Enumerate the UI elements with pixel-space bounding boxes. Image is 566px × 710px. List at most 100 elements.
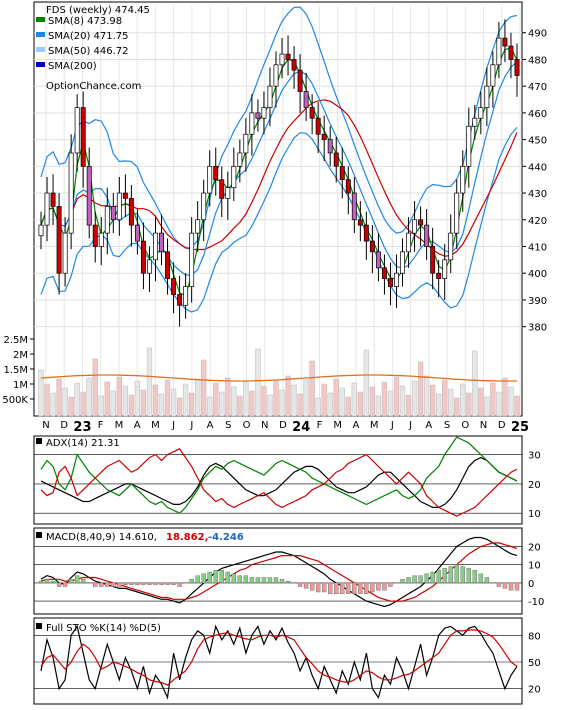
candle-body: [213, 165, 219, 181]
volume-bar: [243, 381, 249, 417]
macd-histogram-bar: [388, 582, 393, 587]
volume-tick-label: 2.5M: [3, 335, 28, 346]
legend-label: SMA(200): [48, 61, 97, 72]
macd-histogram-bar: [123, 582, 128, 585]
volume-bar: [104, 381, 110, 417]
sto-legend-swatch: [36, 623, 42, 629]
sto-marks: [34, 624, 522, 700]
macd-histogram-bar: [249, 577, 255, 584]
legend-label: SMA(50) 446.72: [48, 46, 129, 57]
legend-label: SMA(8) 473.98: [48, 16, 122, 27]
macd-legend-swatch: [36, 532, 42, 538]
macd-histogram-bar: [370, 582, 375, 593]
macd-histogram-bar: [436, 569, 441, 584]
volume-bar: [182, 383, 189, 417]
date-tick-label: A: [425, 420, 432, 431]
candle-body: [122, 192, 128, 199]
macd-histogram-bar: [418, 575, 423, 584]
indicator-tick-label: 50: [528, 658, 541, 669]
candle-body: [62, 232, 68, 274]
date-tick-label: J: [390, 420, 394, 431]
sto-axis: 20 50 80: [528, 631, 541, 695]
macd-histogram-bar: [129, 582, 134, 585]
candle-body: [165, 251, 170, 279]
macd-histogram-bar: [400, 579, 405, 584]
macd-histogram-bar: [502, 582, 508, 589]
candle-body: [327, 139, 333, 154]
volume-bar: [285, 375, 291, 417]
volume-bar: [484, 396, 490, 417]
volume-bar: [448, 388, 454, 417]
macd-histogram-bar: [117, 582, 122, 587]
date-tick-label: M: [333, 420, 342, 431]
macd-hist-label: -4.246: [208, 532, 244, 543]
volume-bar: [436, 393, 442, 417]
adx-panel-frame: [33, 435, 523, 525]
candle-body: [261, 107, 267, 119]
date-tick-label: S: [444, 420, 450, 431]
volume-bar: [219, 391, 225, 417]
volume-bar: [315, 397, 321, 417]
volume-bar: [80, 391, 86, 417]
macd-histogram-bar: [189, 579, 194, 584]
volume-bar: [411, 380, 418, 417]
volume-bar: [134, 380, 141, 417]
candle-body: [496, 37, 502, 66]
candle-body: [189, 232, 195, 287]
date-tick-label: M: [151, 420, 160, 431]
macd-histogram-bar: [213, 569, 218, 584]
macd-histogram-bar: [285, 580, 291, 584]
macd-histogram-bar: [243, 575, 249, 584]
candle-body: [267, 85, 273, 108]
candle-body: [484, 85, 490, 108]
macd-histogram-bar: [201, 573, 206, 584]
date-tick-label: M: [115, 420, 124, 431]
macd-histogram-bar: [171, 582, 176, 585]
candle-body: [351, 192, 357, 221]
volume-bar: [442, 379, 448, 417]
candle-body: [514, 59, 520, 76]
macd-signal-label: 18.862,: [166, 532, 208, 543]
candle-body: [255, 112, 261, 119]
macd-histogram-bar: [231, 573, 237, 584]
macd-histogram-bar: [303, 582, 309, 589]
volume-bar: [454, 397, 460, 417]
macd-histogram-bar: [147, 582, 152, 585]
macd-histogram-bar: [472, 569, 478, 584]
date-tick-label: A: [353, 420, 360, 431]
volume-bar: [140, 389, 147, 417]
volume-bar: [297, 393, 303, 417]
volume-bar: [321, 383, 327, 417]
indicator-tick-label: 10: [528, 509, 541, 520]
volume-bar: [86, 377, 92, 417]
adx-title: ADX(14) 21.31: [46, 438, 120, 449]
price-tick-label: 450: [528, 136, 547, 147]
date-tick-label: F: [98, 420, 104, 431]
watermark: OptionChance.com: [46, 81, 141, 92]
macd-histogram-bar: [273, 577, 279, 584]
price-tick-label: 440: [528, 162, 547, 173]
macd-histogram-bar: [195, 575, 200, 584]
volume-tick-label: 2M: [13, 350, 28, 361]
legend: SMA(8) 473.98 SMA(20) 471.75 SMA(50) 446.7…: [36, 16, 129, 72]
volume-bar: [514, 395, 520, 417]
candle-body: [442, 259, 448, 279]
macd-histogram-bar: [237, 575, 243, 584]
candle-body: [285, 53, 291, 60]
volume-bar: [237, 395, 243, 417]
volume-bar: [146, 347, 153, 417]
candle-body: [279, 53, 285, 66]
macd-histogram-bar: [466, 568, 471, 584]
macd-histogram-bar: [99, 582, 104, 587]
macd-histogram-bar: [406, 577, 411, 584]
macd-histogram-bar: [382, 582, 387, 591]
macd-histogram-bar: [340, 582, 345, 595]
volume-bar: [50, 392, 56, 417]
candle-body: [345, 179, 351, 194]
macd-histogram-bar: [153, 582, 158, 585]
candle-body: [86, 165, 92, 226]
price-tick-label: 460: [528, 109, 547, 120]
indicator-tick-label: 30: [528, 451, 541, 462]
macd-histogram-bar: [225, 571, 230, 584]
candle-body: [418, 219, 424, 226]
